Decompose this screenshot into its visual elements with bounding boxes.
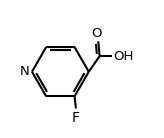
Text: N: N (20, 65, 29, 78)
Text: O: O (92, 27, 102, 40)
Text: OH: OH (113, 50, 133, 63)
Text: F: F (72, 111, 80, 125)
